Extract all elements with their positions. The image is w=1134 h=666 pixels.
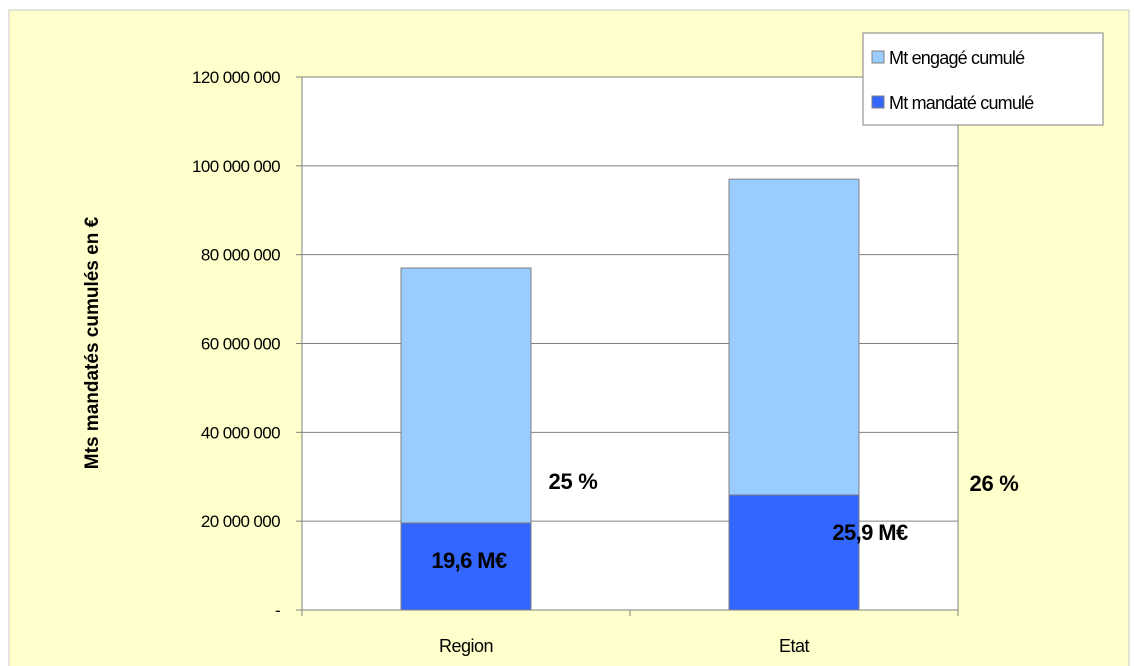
- axes: - 20 000 000 40 000 000 60 000 000 80 000 00…: [192, 68, 959, 620]
- percent-label: 26 %: [970, 471, 1019, 496]
- y-axis-label: Mts mandatés cumulés en €: [82, 216, 103, 469]
- y-tick-label: 20 000 000: [201, 512, 280, 531]
- x-category-label: Etat: [779, 636, 810, 656]
- y-tick-label: -: [275, 601, 280, 620]
- legend-label-engage: Mt engagé cumulé: [889, 48, 1025, 68]
- y-tick-label: 100 000 000: [192, 157, 280, 176]
- legend: Mt engagé cumulé Mt mandaté cumulé: [862, 32, 1104, 126]
- y-tick-label: 80 000 000: [201, 246, 280, 265]
- bar-mandate: [400, 522, 532, 611]
- legend-swatch-engage: [871, 50, 885, 64]
- data-labels: Region Etat 19,6 M€ 25,9 M€ 25 % 26 %: [431, 469, 1018, 656]
- bar-mandate: [728, 494, 860, 611]
- bars: [400, 178, 860, 611]
- y-tick-label: 40 000 000: [201, 423, 280, 442]
- y-tick-label: 60 000 000: [201, 335, 280, 354]
- legend-label-mandate: Mt mandaté cumulé: [889, 93, 1034, 113]
- bar-value-label: 25,9 M€: [832, 520, 908, 545]
- legend-box: [862, 32, 1104, 126]
- percent-label: 25 %: [549, 469, 598, 494]
- x-category-label: Region: [439, 636, 493, 656]
- y-tick-label: 120 000 000: [192, 68, 280, 87]
- bar-value-label: 19,6 M€: [431, 548, 507, 573]
- legend-swatch-mandate: [871, 95, 885, 109]
